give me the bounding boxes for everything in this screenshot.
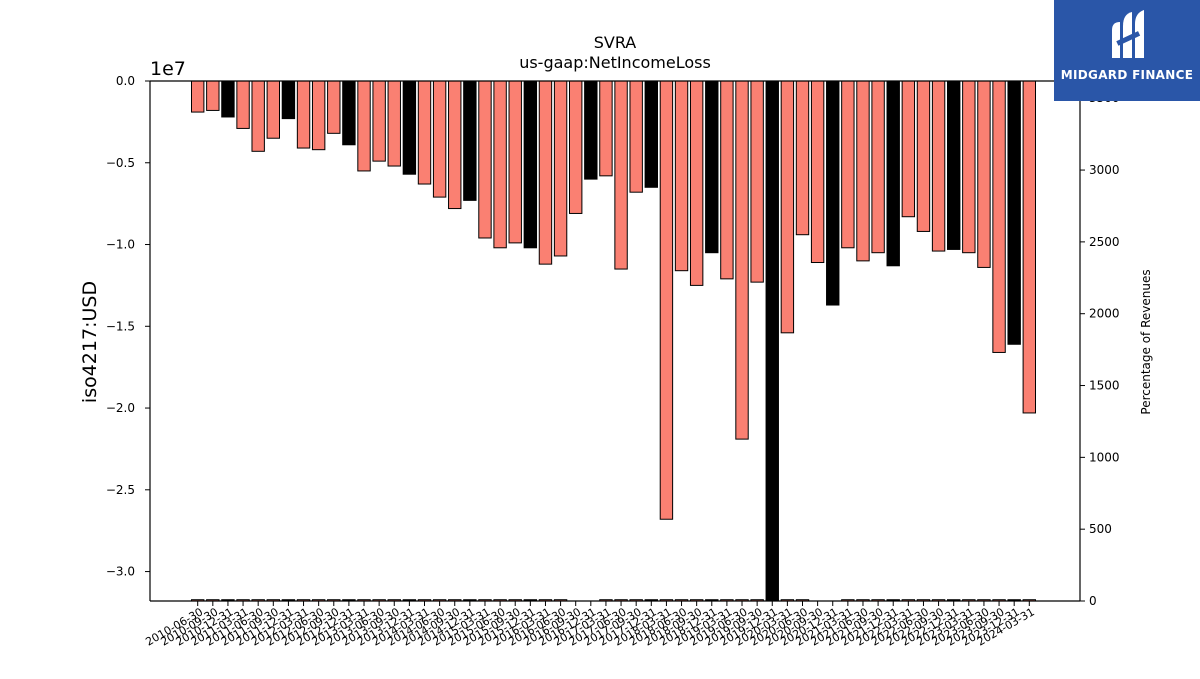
bar xyxy=(1022,80,1036,414)
bar xyxy=(962,80,976,254)
brand-name: MIDGARD FINANCE xyxy=(1060,68,1194,82)
bar xyxy=(191,80,205,113)
bar xyxy=(311,80,326,151)
bar xyxy=(674,80,689,272)
bar xyxy=(977,80,991,268)
y2-tick-label: 3000 xyxy=(1089,163,1120,177)
bar xyxy=(931,80,946,252)
bar xyxy=(508,80,522,244)
bar xyxy=(569,80,583,214)
bar xyxy=(523,80,538,249)
bar xyxy=(266,80,281,139)
y2-tick-label: 2000 xyxy=(1089,307,1120,321)
y-tick-label: −2.0 xyxy=(106,401,135,415)
y-tick-label: −0.5 xyxy=(106,156,135,170)
y2-axis-label: Percentage of Revenues xyxy=(1139,269,1153,414)
bar xyxy=(236,80,250,129)
bar xyxy=(448,80,462,210)
bar xyxy=(841,80,855,249)
chart-subtitle: us-gaap:NetIncomeLoss xyxy=(519,53,711,72)
bar xyxy=(296,80,311,149)
bar xyxy=(342,80,356,146)
bar xyxy=(886,80,900,267)
y-tick-label: 0.0 xyxy=(116,74,135,88)
y-offset-label: 1e7 xyxy=(150,58,186,80)
bar xyxy=(553,80,568,257)
bar xyxy=(871,80,885,254)
bar xyxy=(251,80,265,152)
y2-tick-label: 500 xyxy=(1089,522,1112,536)
brand-logo: MIDGARD FINANCE xyxy=(1054,0,1200,101)
bar xyxy=(417,80,432,185)
axes-group: 0.0 −0.5 −1.0 −1.5 −2.0 −2.5 −3.0 0 500 1000 1500 2… xyxy=(106,74,1120,649)
bar xyxy=(705,80,719,254)
y-tick-label: −1.5 xyxy=(106,319,135,333)
bar xyxy=(584,80,598,180)
bar xyxy=(947,80,961,250)
y-axis-label: iso4217:USD xyxy=(79,281,101,403)
bar xyxy=(765,80,779,600)
bar xyxy=(735,80,749,440)
bar xyxy=(478,80,492,239)
bar xyxy=(750,80,764,283)
bar xyxy=(206,80,220,111)
y-tick-label: −1.0 xyxy=(106,238,135,252)
bar xyxy=(689,80,704,286)
y2-tick-label: 1500 xyxy=(1089,379,1120,393)
bar xyxy=(402,80,417,175)
logo-mark-icon xyxy=(1112,10,1144,58)
y2-bars-group xyxy=(191,599,1036,602)
bar xyxy=(901,80,916,218)
y2-tick-label: 1000 xyxy=(1089,450,1120,464)
bar xyxy=(281,80,296,120)
bar xyxy=(795,80,810,236)
bar xyxy=(826,80,840,306)
bar xyxy=(720,80,734,280)
bar xyxy=(780,80,795,334)
bar xyxy=(221,80,235,118)
bar xyxy=(493,80,507,249)
bar xyxy=(1007,80,1021,345)
bar xyxy=(357,80,371,172)
bar xyxy=(916,80,931,232)
y2-tick-label: 2500 xyxy=(1089,235,1120,249)
bar xyxy=(810,80,825,264)
bar xyxy=(644,80,658,188)
bar xyxy=(599,80,613,177)
bars-group xyxy=(191,80,1036,600)
bar xyxy=(387,80,401,167)
bar xyxy=(992,80,1006,353)
bar xyxy=(629,80,643,193)
bar xyxy=(538,80,553,265)
bar xyxy=(856,80,870,262)
y-tick-label: −2.5 xyxy=(106,483,135,497)
bar xyxy=(463,80,477,201)
bar xyxy=(327,80,341,134)
bar xyxy=(659,80,674,520)
bar xyxy=(432,80,447,198)
bar xyxy=(614,80,628,270)
chart-title: SVRA xyxy=(594,33,637,52)
bar xyxy=(372,80,386,162)
y2-tick-label: 0 xyxy=(1089,594,1097,608)
y-tick-label: −3.0 xyxy=(106,565,135,579)
